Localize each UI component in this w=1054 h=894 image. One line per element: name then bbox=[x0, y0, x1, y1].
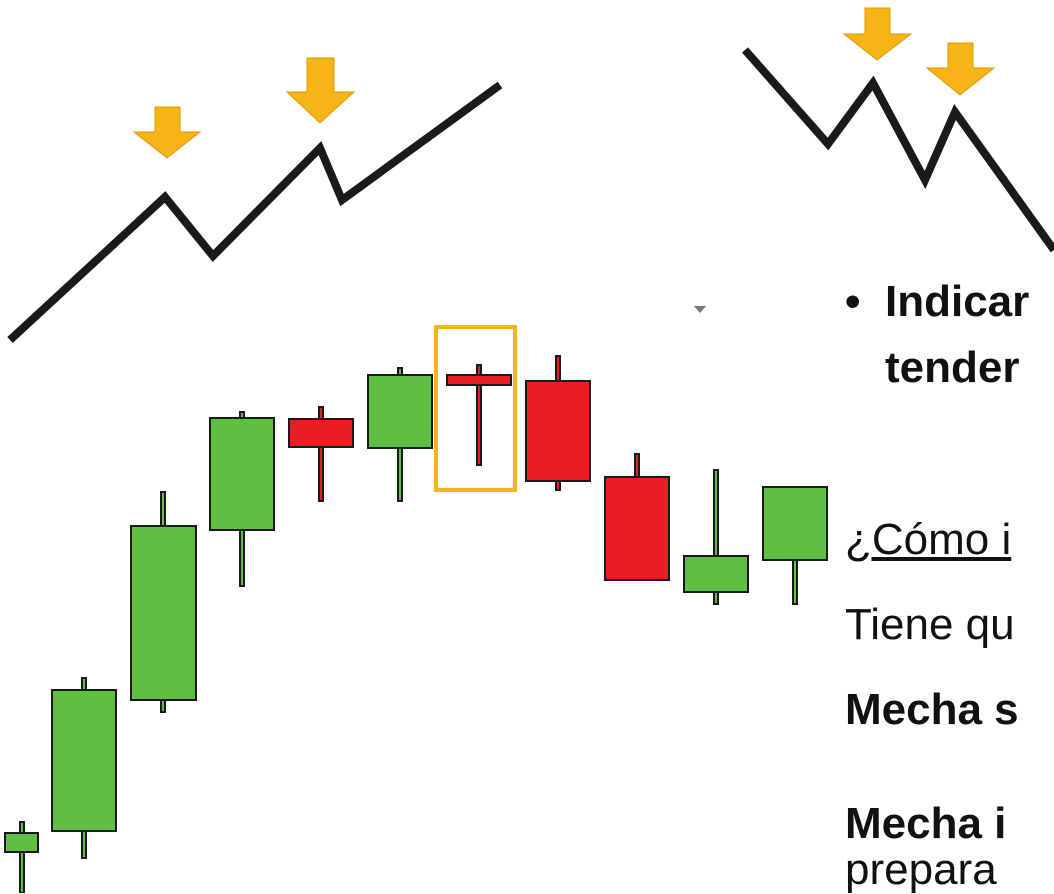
candle bbox=[604, 476, 670, 581]
bullet-symbol: • bbox=[845, 277, 861, 326]
heading: ¿Cómo i bbox=[845, 515, 1012, 564]
wick bbox=[713, 469, 719, 605]
candle bbox=[288, 418, 354, 448]
candle bbox=[130, 525, 197, 701]
highlight-box bbox=[434, 325, 517, 492]
bullet-text: Indicar bbox=[885, 277, 1030, 326]
paragraph: Mecha i bbox=[845, 799, 1007, 848]
paragraph: prepara bbox=[845, 845, 997, 894]
wick bbox=[318, 406, 324, 502]
arrow bbox=[285, 57, 356, 124]
paragraph: Mecha s bbox=[845, 685, 1019, 734]
candle bbox=[209, 417, 275, 531]
candle bbox=[4, 832, 39, 853]
arrows bbox=[132, 7, 996, 159]
wick bbox=[19, 821, 25, 893]
candle bbox=[683, 555, 749, 593]
dropdown-icon bbox=[694, 306, 706, 313]
trend-lines bbox=[7, 47, 1054, 343]
arrow bbox=[132, 106, 202, 159]
candle bbox=[525, 380, 591, 482]
candles bbox=[4, 355, 828, 893]
bullet-text: tender bbox=[885, 343, 1020, 392]
candle bbox=[51, 689, 117, 832]
candle bbox=[367, 374, 433, 449]
downtrend-line bbox=[742, 47, 1054, 253]
arrow bbox=[842, 7, 913, 61]
arrow bbox=[925, 42, 996, 96]
candle bbox=[446, 374, 512, 386]
candle bbox=[762, 486, 828, 561]
uptrend-line bbox=[7, 81, 503, 343]
paragraph: Tiene qu bbox=[845, 600, 1015, 649]
wick bbox=[476, 364, 482, 466]
